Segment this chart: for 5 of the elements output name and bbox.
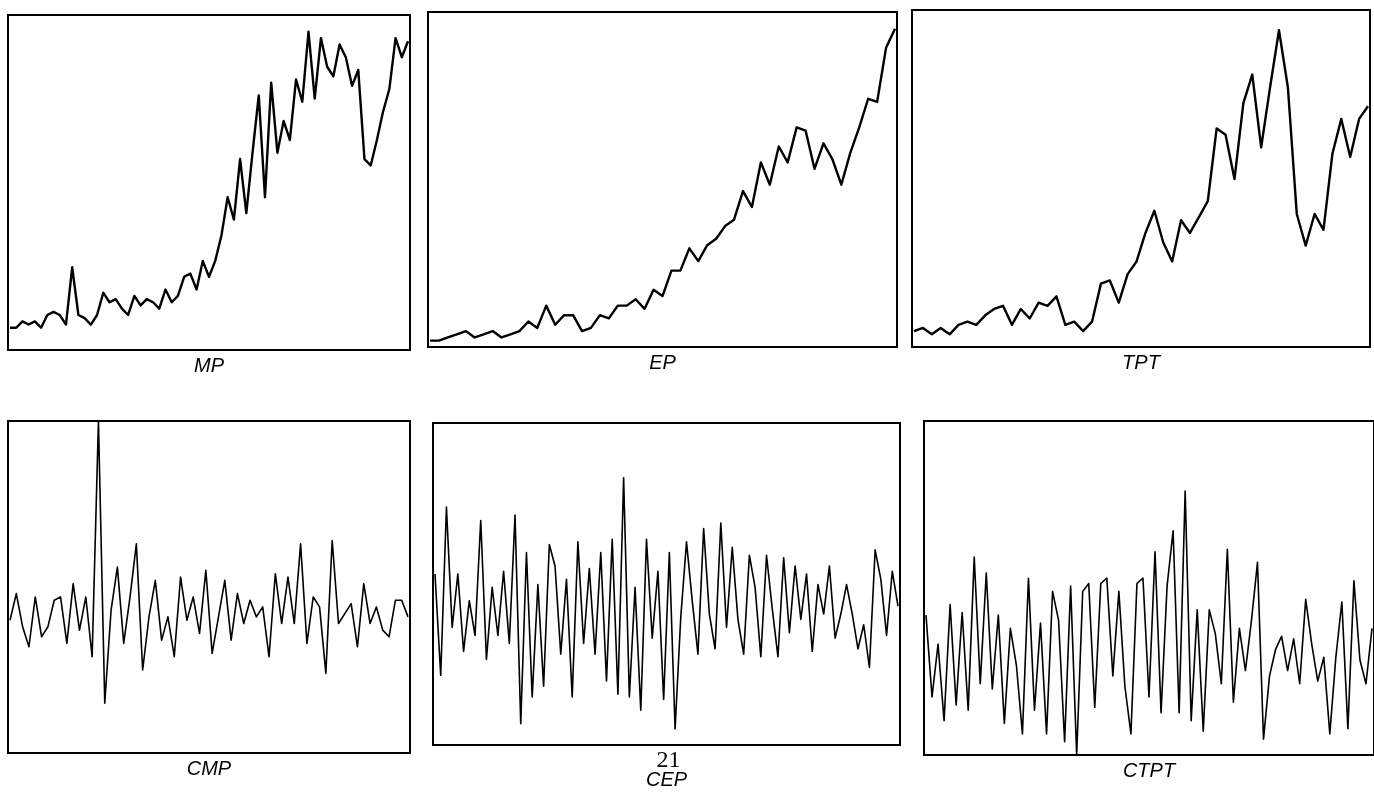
x-axis-title: MP <box>194 354 225 376</box>
x-axis-title: CTPT <box>1122 759 1177 781</box>
x-axis-title: TPT <box>1122 351 1162 373</box>
x-axis-title: EP <box>649 351 677 373</box>
x-axis-title: CMP <box>186 757 232 779</box>
